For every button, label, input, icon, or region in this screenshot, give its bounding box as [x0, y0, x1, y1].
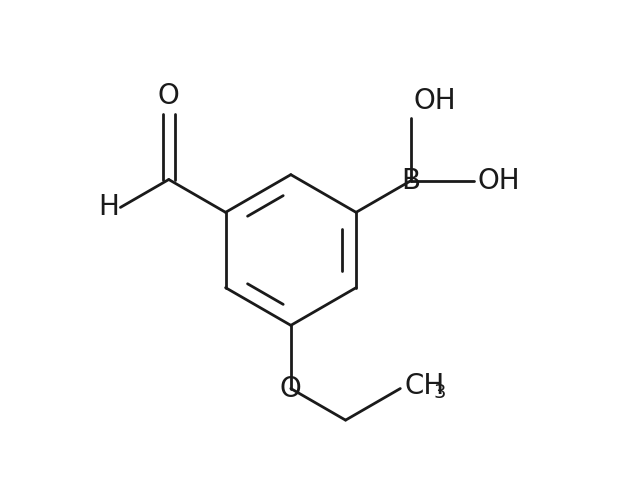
Text: H: H: [98, 194, 119, 222]
Text: OH: OH: [413, 86, 456, 115]
Text: O: O: [158, 82, 180, 110]
Text: 3: 3: [433, 383, 445, 402]
Text: OH: OH: [478, 166, 520, 194]
Text: B: B: [401, 166, 420, 194]
Text: O: O: [280, 374, 301, 402]
Text: CH: CH: [404, 372, 444, 400]
